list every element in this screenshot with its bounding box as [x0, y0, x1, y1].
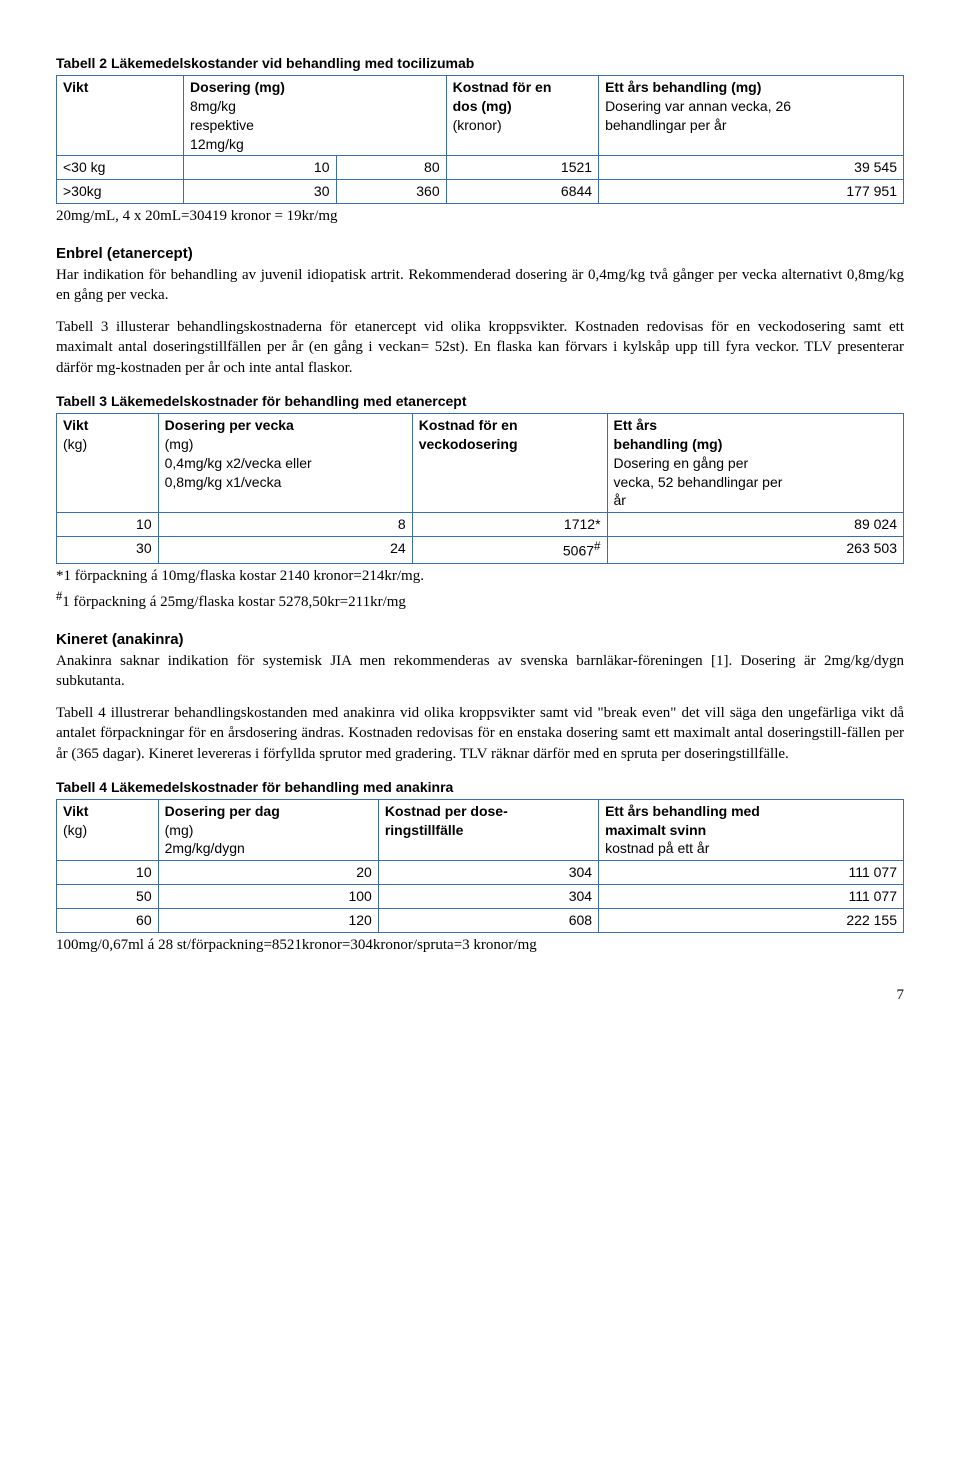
- cell: 24: [158, 537, 412, 564]
- cell: 1712*: [412, 513, 607, 537]
- cell: 50: [57, 885, 159, 909]
- cell: 39 545: [599, 156, 904, 180]
- table3-h3: Ett årsbehandling (mg)Dosering en gång p…: [607, 413, 903, 512]
- table2-h0: Vikt: [57, 75, 184, 156]
- kineret-heading: Kineret (anakinra): [56, 630, 904, 650]
- enbrel-heading: Enbrel (etanercept): [56, 244, 904, 264]
- cell: 89 024: [607, 513, 903, 537]
- cell: 8: [158, 513, 412, 537]
- cell: <30 kg: [57, 156, 184, 180]
- cell: 80: [336, 156, 446, 180]
- cell: 263 503: [607, 537, 903, 564]
- cell: 1521: [446, 156, 598, 180]
- table4-header-row: Vikt(kg) Dosering per dag(mg)2mg/kg/dygn…: [57, 799, 904, 861]
- cell: 10: [57, 861, 159, 885]
- cell: 360: [336, 180, 446, 204]
- cell: 6844: [446, 180, 598, 204]
- table2-h1: Dosering (mg)8mg/kgrespektive12mg/kg: [184, 75, 447, 156]
- cell: 111 077: [599, 861, 904, 885]
- table4-h3: Ett års behandling medmaximalt svinnkost…: [599, 799, 904, 861]
- cell: 111 077: [599, 885, 904, 909]
- cell: 60: [57, 909, 159, 933]
- table2-h3: Ett års behandling (mg)Dosering var anna…: [599, 75, 904, 156]
- cell: 5067#: [412, 537, 607, 564]
- cell: 304: [378, 861, 598, 885]
- cell: 608: [378, 909, 598, 933]
- table-row: <30 kg 10 80 1521 39 545: [57, 156, 904, 180]
- cell: >30kg: [57, 180, 184, 204]
- table2: Vikt Dosering (mg)8mg/kgrespektive12mg/k…: [56, 75, 904, 204]
- enbrel-p1: Har indikation för behandling av juvenil…: [56, 265, 904, 306]
- cell: 30: [184, 180, 336, 204]
- table4-note: 100mg/0,67ml á 28 st/förpackning=8521kro…: [56, 935, 904, 955]
- table4-title: Tabell 4 Läkemedelskostnader för behandl…: [56, 778, 904, 797]
- table2-h2: Kostnad för endos (mg)(kronor): [446, 75, 598, 156]
- enbrel-p2: Tabell 3 illusterar behandlingskostnader…: [56, 317, 904, 378]
- table3: Vikt(kg) Dosering per vecka(mg)0,4mg/kg …: [56, 413, 904, 564]
- table2-title: Tabell 2 Läkemedelskostander vid behandl…: [56, 54, 904, 73]
- table4-h1: Dosering per dag(mg)2mg/kg/dygn: [158, 799, 378, 861]
- cell: 222 155: [599, 909, 904, 933]
- table3-header-row: Vikt(kg) Dosering per vecka(mg)0,4mg/kg …: [57, 413, 904, 512]
- table4: Vikt(kg) Dosering per dag(mg)2mg/kg/dygn…: [56, 799, 904, 933]
- cell: 10: [184, 156, 336, 180]
- table-row: 30 24 5067# 263 503: [57, 537, 904, 564]
- table2-header-row: Vikt Dosering (mg)8mg/kgrespektive12mg/k…: [57, 75, 904, 156]
- table4-h2: Kostnad per dose-ringstillfälle: [378, 799, 598, 861]
- table3-h2: Kostnad för enveckodosering: [412, 413, 607, 512]
- table-row: 50 100 304 111 077: [57, 885, 904, 909]
- table3-h0: Vikt(kg): [57, 413, 159, 512]
- table4-h0: Vikt(kg): [57, 799, 159, 861]
- page-number: 7: [56, 985, 904, 1005]
- cell: 120: [158, 909, 378, 933]
- table3-note2: #1 förpackning á 25mg/flaska kostar 5278…: [56, 588, 904, 612]
- table-row: 60 120 608 222 155: [57, 909, 904, 933]
- table3-title: Tabell 3 Läkemedelskostnader för behandl…: [56, 392, 904, 411]
- table-row: 10 20 304 111 077: [57, 861, 904, 885]
- kineret-p1: Anakinra saknar indikation för systemisk…: [56, 651, 904, 692]
- cell: 100: [158, 885, 378, 909]
- cell: 177 951: [599, 180, 904, 204]
- cell: 10: [57, 513, 159, 537]
- cell: 20: [158, 861, 378, 885]
- cell: 304: [378, 885, 598, 909]
- table3-h1: Dosering per vecka(mg)0,4mg/kg x2/vecka …: [158, 413, 412, 512]
- kineret-p2: Tabell 4 illustrerar behandlingskostande…: [56, 703, 904, 764]
- table3-note1: *1 förpackning á 10mg/flaska kostar 2140…: [56, 566, 904, 586]
- table2-footnote: 20mg/mL, 4 x 20mL=30419 kronor = 19kr/mg: [56, 206, 904, 226]
- cell: 30: [57, 537, 159, 564]
- table-row: >30kg 30 360 6844 177 951: [57, 180, 904, 204]
- table-row: 10 8 1712* 89 024: [57, 513, 904, 537]
